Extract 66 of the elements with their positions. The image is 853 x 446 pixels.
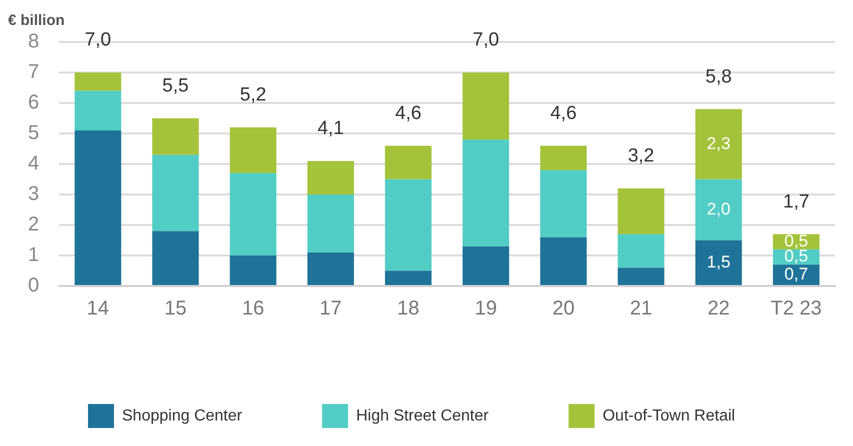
- total-label: 5,8: [705, 66, 732, 88]
- data-label: 1,5: [706, 252, 730, 272]
- x-tick-label: 15: [164, 298, 187, 320]
- data-label: 2,3: [706, 134, 730, 153]
- total-label: 3,2: [628, 146, 654, 167]
- bar: [618, 188, 664, 234]
- bar: [540, 170, 587, 238]
- y-tick-label: 6: [28, 92, 40, 114]
- y-tick-label: 1: [28, 244, 40, 266]
- y-tick-label: 7: [28, 61, 40, 84]
- bar: [152, 118, 199, 155]
- bar: [307, 160, 354, 194]
- bar: [462, 246, 510, 285]
- bar: [540, 237, 587, 285]
- bar: [230, 256, 276, 285]
- total-label: 4,6: [395, 102, 422, 124]
- x-tick-label: 18: [397, 298, 420, 320]
- total-label: 5,2: [240, 84, 266, 106]
- bar: [772, 264, 820, 285]
- total-label: 4,6: [550, 102, 577, 124]
- data-label: 0,7: [784, 264, 808, 284]
- total-label: 1,7: [782, 191, 810, 212]
- x-tick-label: 20: [552, 298, 575, 320]
- y-tick-label: 4: [28, 152, 40, 175]
- legend-label: High Street Center: [356, 407, 490, 424]
- bar: [152, 231, 199, 285]
- x-tick-label: 22: [707, 298, 730, 320]
- bar: [307, 194, 354, 252]
- bar: [695, 240, 742, 285]
- bar: [695, 179, 742, 240]
- bar: [230, 173, 276, 256]
- bar: [384, 179, 432, 271]
- data-label: 2,0: [706, 199, 730, 218]
- total-label: 4,1: [317, 118, 344, 140]
- legend-label: Shopping Center: [122, 407, 243, 424]
- x-tick-label: 16: [242, 298, 264, 320]
- x-tick-label: 14: [86, 298, 110, 320]
- bar: [307, 252, 354, 285]
- bar: [695, 109, 742, 180]
- bar: [152, 154, 199, 232]
- total-label: 5,5: [162, 75, 189, 96]
- x-tick-label: 19: [474, 298, 497, 320]
- total-label: 7,0: [84, 30, 112, 51]
- y-axis-title: € billion: [8, 12, 65, 30]
- y-tick-label: 5: [28, 122, 40, 144]
- bar: [230, 127, 276, 174]
- x-tick-label: T2 23: [770, 298, 822, 320]
- data-label: 0,5: [784, 231, 808, 250]
- x-tick-label: 17: [320, 298, 342, 320]
- bar: [462, 140, 510, 246]
- bar: [462, 72, 510, 140]
- bar: [384, 146, 432, 180]
- bar: [618, 234, 664, 268]
- bar: [74, 72, 122, 91]
- total-label: 7,0: [472, 30, 500, 51]
- bar: [540, 146, 587, 170]
- y-tick-label: 0: [28, 274, 40, 297]
- y-tick-label: 2: [28, 214, 40, 236]
- bar: [74, 90, 122, 130]
- bar: [74, 130, 122, 285]
- x-tick-label: 21: [630, 298, 652, 320]
- bar: [384, 270, 432, 285]
- legend-label: Out-of-Town Retail: [602, 407, 736, 424]
- y-tick-label: 8: [28, 30, 40, 53]
- bar: [618, 268, 664, 285]
- y-tick-label: 3: [28, 183, 40, 206]
